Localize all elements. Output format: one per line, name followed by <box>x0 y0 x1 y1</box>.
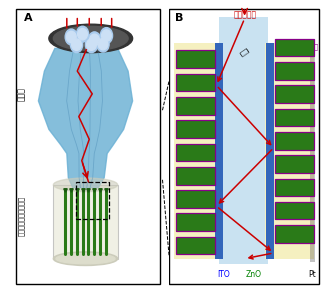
Text: 入射太阳光: 入射太阳光 <box>234 10 257 19</box>
Bar <box>176 74 215 91</box>
Bar <box>176 213 215 231</box>
Ellipse shape <box>66 31 76 43</box>
Ellipse shape <box>53 26 128 50</box>
Text: B: B <box>175 13 184 23</box>
Text: A: A <box>23 13 32 23</box>
Bar <box>275 39 314 56</box>
Bar <box>176 50 215 68</box>
Ellipse shape <box>78 28 87 40</box>
Ellipse shape <box>49 24 133 52</box>
Ellipse shape <box>85 37 98 52</box>
Bar <box>265 43 314 259</box>
Polygon shape <box>38 48 133 188</box>
Ellipse shape <box>56 253 115 264</box>
Bar <box>275 179 314 196</box>
Bar <box>309 43 315 262</box>
Ellipse shape <box>100 28 112 44</box>
Ellipse shape <box>88 32 101 48</box>
Ellipse shape <box>65 29 77 45</box>
Text: 光: 光 <box>239 46 250 57</box>
Text: 光纤维: 光纤维 <box>17 87 26 101</box>
Text: 液态氧化锤太阳能电池: 液态氧化锤太阳能电池 <box>18 196 24 236</box>
Bar <box>266 43 274 259</box>
Ellipse shape <box>97 36 109 52</box>
Text: ITO: ITO <box>217 270 229 279</box>
Ellipse shape <box>53 178 118 192</box>
Bar <box>275 132 314 150</box>
Bar <box>275 225 314 243</box>
Ellipse shape <box>98 38 108 50</box>
Bar <box>275 85 314 103</box>
Ellipse shape <box>72 39 81 50</box>
Bar <box>219 17 268 264</box>
Bar <box>176 97 215 115</box>
Ellipse shape <box>90 34 99 46</box>
Ellipse shape <box>71 37 83 52</box>
Ellipse shape <box>102 30 111 41</box>
Text: ZnO: ZnO <box>246 270 262 279</box>
Bar <box>174 43 222 259</box>
Bar <box>275 62 314 80</box>
Ellipse shape <box>76 26 89 42</box>
Polygon shape <box>53 185 118 259</box>
Bar <box>275 202 314 220</box>
Bar <box>176 190 215 208</box>
Bar <box>176 167 215 184</box>
Bar <box>176 120 215 138</box>
Text: 氧化锤纳米线: 氧化锤纳米线 <box>295 44 319 50</box>
Bar <box>275 109 314 126</box>
Bar <box>215 43 223 259</box>
Ellipse shape <box>53 252 118 266</box>
Text: Pt: Pt <box>309 270 317 279</box>
Bar <box>275 155 314 173</box>
Bar <box>76 182 109 219</box>
Bar <box>176 144 215 161</box>
Ellipse shape <box>87 39 96 50</box>
Bar <box>176 237 215 254</box>
